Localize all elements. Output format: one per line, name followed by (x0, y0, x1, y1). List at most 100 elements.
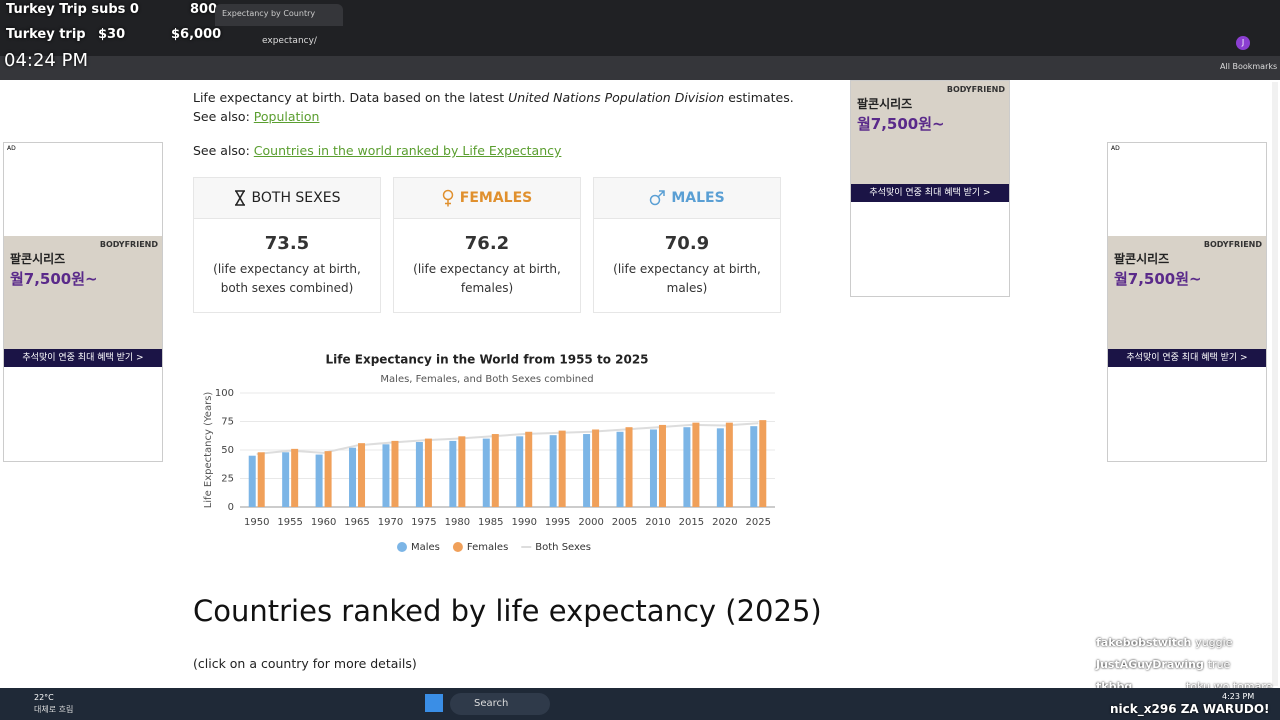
chat-message: true (1207, 658, 1231, 671)
intro-text: Life expectancy at birth. Data based on … (193, 90, 509, 105)
chat-line: nick_x296 ZA WARUDO! (1110, 702, 1270, 716)
ad[interactable]: AD BODYFRIEND 팔콘시리즈 월7,500원~ 추석맞이 연중 최대 혜택 … (1107, 142, 1267, 462)
bookmarks-bar (0, 56, 1280, 80)
note-line: males) (666, 281, 708, 295)
profile[interactable]: J (1236, 36, 1250, 50)
chart: Life Expectancy in the World from 1955 t… (203, 353, 775, 553)
chat-line: fakebobstwitch yuggie (1096, 636, 1232, 649)
bar (257, 452, 265, 507)
chat-message: yuggie (1195, 636, 1233, 649)
x-tick-label: 2010 (645, 517, 670, 528)
y-axis-label: Life Expectancy (Years) (203, 392, 214, 509)
x-tick-label: 2020 (712, 517, 737, 528)
bar (558, 430, 566, 507)
bar (482, 438, 490, 507)
ad-banner: BODYFRIEND 팔콘시리즈 월7,500원~ 추석맞이 연중 최대 혜택 받기 … (1108, 236, 1266, 367)
card-title: MALES (671, 190, 725, 206)
bar (315, 454, 323, 507)
ad[interactable]: AD BODYFRIEND 팔콘시리즈 월7,500원~ 추석맞이 연중 최대 혜택 … (3, 142, 163, 462)
address[interactable]: expectancy/ (262, 36, 317, 46)
ad-tag: AD (7, 145, 16, 152)
bar (282, 452, 290, 507)
search-box[interactable] (450, 693, 550, 715)
weather-desc: 대체로 흐림 (34, 705, 74, 714)
x-tick-label: 1985 (478, 517, 503, 528)
trip-label: Turkey trip (6, 27, 86, 42)
legend-label: Males (411, 542, 440, 553)
x-tick-label: 1995 (545, 517, 570, 528)
bar (583, 434, 591, 507)
bar (324, 451, 332, 507)
y-tick-label: 100 (215, 388, 234, 399)
card-header: BOTH SEXES (194, 178, 380, 219)
chart-title: Life Expectancy in the World from 1955 t… (325, 353, 648, 367)
x-tick-label: 1965 (344, 517, 369, 528)
ad-line: 팔콘시리즈 (10, 252, 66, 266)
bar (683, 427, 691, 507)
icon-hourglass (234, 190, 245, 206)
bar (616, 431, 624, 507)
ad-line: 월7,500원~ (10, 270, 98, 288)
ad-line: 팔콘시리즈 (857, 97, 913, 111)
heading: Countries ranked by life expectancy (202… (193, 594, 822, 628)
clock: 04:24 PM (4, 50, 88, 71)
legend-swatch (452, 542, 463, 552)
bar (415, 442, 423, 507)
card-note: (life expectancy at birth, females) (394, 260, 580, 298)
bar (391, 440, 399, 507)
bookmarks[interactable]: All Bookmarks (1220, 62, 1278, 71)
start-button[interactable] (425, 694, 443, 712)
intro-text: estimates. (724, 90, 794, 105)
bar (424, 438, 432, 507)
bar (649, 429, 657, 507)
link[interactable]: Population (253, 109, 320, 124)
x-tick-label: 1990 (511, 517, 536, 528)
bar (592, 429, 600, 507)
y-tick-label: 50 (221, 445, 234, 456)
ad-line: 월7,500원~ (1114, 270, 1202, 288)
bar (449, 440, 457, 507)
bar (725, 422, 733, 507)
ad-cta[interactable]: 추석맞이 연중 최대 혜택 받기 > (4, 349, 162, 367)
chat-user: nick_x296 (1110, 702, 1177, 716)
intro-source: United Nations Population Division (508, 90, 725, 105)
subs-goal: 800 (190, 2, 218, 17)
note-line: (life expectancy at birth, (413, 262, 561, 276)
tab-title: Expectancy by Country and (222, 9, 318, 18)
card-value: 76.2 (464, 233, 510, 254)
x-tick-label: 2005 (612, 517, 637, 528)
scrollbar[interactable] (1272, 82, 1278, 686)
link[interactable]: Countries in the world ranked by Life Ex… (253, 143, 562, 158)
line (256, 422, 759, 455)
hint: (click on a country for more details) (193, 656, 417, 671)
x-tick-label: 1980 (445, 517, 470, 528)
ad-cta[interactable]: 추석맞이 연중 최대 혜택 받기 > (851, 184, 1009, 202)
bar (658, 424, 666, 507)
note-line: females) (460, 281, 514, 295)
note-line: both sexes combined) (220, 281, 354, 295)
tab[interactable] (215, 4, 343, 26)
legend-label: Both Sexes (535, 542, 591, 553)
ad[interactable]: BODYFRIEND 팔콘시리즈 월7,500원~ 추석맞이 연중 최대 혜택 받기 … (850, 80, 1010, 297)
card: MALES 70.9 (life expectancy at birth, mal… (593, 177, 781, 313)
card-header: MALES (594, 178, 780, 219)
chat-user: fakebobstwitch (1096, 636, 1192, 649)
see-also-text: See also: (193, 143, 254, 158)
bar (750, 426, 758, 507)
bar (525, 431, 533, 507)
ad-banner: BODYFRIEND 팔콘시리즈 월7,500원~ 추석맞이 연중 최대 혜택 받기 … (4, 236, 162, 367)
ad-tag: AD (1111, 145, 1120, 152)
legend-swatch (397, 542, 407, 552)
ad-cta[interactable]: 추석맞이 연중 최대 혜택 받기 > (1108, 349, 1266, 367)
ad-brand: BODYFRIEND (946, 85, 1005, 94)
browser-top (0, 0, 1280, 56)
legend-label: Females (467, 542, 508, 553)
y-tick-label: 75 (221, 417, 234, 428)
weather-temp: 22°C (34, 693, 54, 702)
chart-subtitle: Males, Females, and Both Sexes combined (380, 374, 593, 385)
trip-goal: $6,000 (171, 27, 222, 42)
card: FEMALES 76.2 (life expectancy at birth, f… (393, 177, 581, 313)
x-tick-label: 2025 (746, 517, 771, 528)
bar (549, 435, 557, 507)
